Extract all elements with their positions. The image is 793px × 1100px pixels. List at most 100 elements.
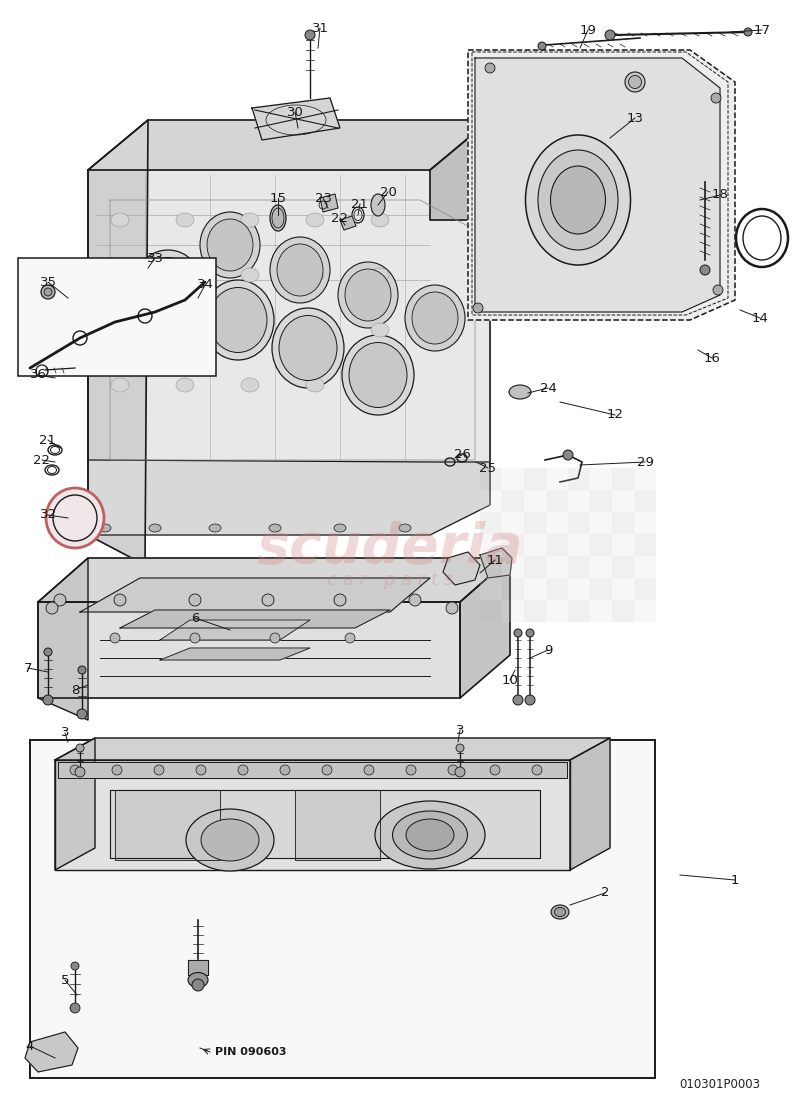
Circle shape [189, 594, 201, 606]
Ellipse shape [526, 135, 630, 265]
Bar [634, 490, 656, 512]
Ellipse shape [149, 524, 161, 532]
Ellipse shape [99, 524, 111, 532]
Bar [568, 468, 590, 490]
Ellipse shape [371, 323, 389, 337]
Ellipse shape [209, 287, 267, 352]
Circle shape [473, 302, 483, 313]
Ellipse shape [269, 524, 281, 532]
Circle shape [456, 744, 464, 752]
Polygon shape [88, 120, 490, 170]
Polygon shape [468, 50, 735, 320]
Bar [590, 468, 612, 490]
Ellipse shape [509, 385, 531, 399]
Circle shape [532, 764, 542, 776]
Ellipse shape [342, 336, 414, 415]
Circle shape [76, 744, 84, 752]
Ellipse shape [241, 268, 259, 282]
Circle shape [112, 764, 122, 776]
Ellipse shape [132, 250, 204, 330]
Text: 36: 36 [29, 368, 47, 382]
Polygon shape [25, 1032, 78, 1072]
Text: 13: 13 [626, 111, 643, 124]
Ellipse shape [306, 323, 324, 337]
Text: PIN 090603: PIN 090603 [215, 1047, 286, 1057]
Text: 22: 22 [331, 211, 348, 224]
Polygon shape [38, 558, 510, 602]
Bar [480, 556, 502, 578]
Ellipse shape [338, 262, 398, 328]
Bar [480, 600, 502, 621]
Text: 8: 8 [71, 683, 79, 696]
Ellipse shape [176, 323, 194, 337]
Text: 17: 17 [753, 23, 771, 36]
Polygon shape [480, 548, 512, 578]
Circle shape [305, 30, 315, 40]
Polygon shape [430, 120, 490, 220]
Bar [568, 512, 590, 534]
Text: 1: 1 [731, 873, 739, 887]
Text: 20: 20 [380, 186, 396, 198]
Ellipse shape [277, 244, 323, 296]
Text: 16: 16 [703, 352, 720, 364]
Bar [612, 468, 634, 490]
Ellipse shape [371, 378, 389, 392]
Ellipse shape [44, 288, 52, 296]
Bar [590, 490, 612, 512]
Ellipse shape [349, 342, 407, 407]
Text: 3: 3 [456, 724, 464, 737]
Text: 18: 18 [711, 188, 729, 201]
Circle shape [526, 629, 534, 637]
Circle shape [334, 594, 346, 606]
Bar [502, 600, 524, 621]
Ellipse shape [176, 378, 194, 392]
Circle shape [154, 764, 164, 776]
Polygon shape [110, 790, 540, 858]
Bar [502, 556, 524, 578]
Text: 10: 10 [501, 673, 519, 686]
Circle shape [485, 63, 495, 73]
Polygon shape [80, 578, 430, 612]
Ellipse shape [111, 213, 129, 227]
Circle shape [513, 695, 523, 705]
Bar [612, 490, 634, 512]
Polygon shape [55, 738, 610, 760]
Text: 23: 23 [315, 191, 331, 205]
Bar [634, 556, 656, 578]
Circle shape [605, 30, 615, 40]
Text: 010301P0003: 010301P0003 [679, 1078, 760, 1091]
Bar [568, 578, 590, 600]
Ellipse shape [207, 219, 253, 271]
Bar [524, 556, 546, 578]
Text: 33: 33 [147, 252, 163, 264]
Text: 31: 31 [312, 22, 328, 34]
Ellipse shape [371, 268, 389, 282]
Ellipse shape [393, 811, 468, 859]
Circle shape [280, 764, 290, 776]
Bar [634, 578, 656, 600]
Polygon shape [88, 120, 148, 565]
Bar [546, 512, 568, 534]
Circle shape [713, 285, 723, 295]
Polygon shape [55, 760, 570, 870]
Bar [480, 490, 502, 512]
Ellipse shape [41, 285, 55, 299]
Ellipse shape [625, 72, 645, 92]
Bar [634, 512, 656, 534]
Ellipse shape [241, 213, 259, 227]
Ellipse shape [200, 212, 260, 278]
Circle shape [270, 632, 280, 644]
Text: 24: 24 [539, 382, 557, 395]
Text: 6: 6 [191, 612, 199, 625]
Circle shape [43, 695, 53, 705]
Bar [502, 468, 524, 490]
Ellipse shape [375, 801, 485, 869]
Bar [502, 578, 524, 600]
Circle shape [192, 979, 204, 991]
Ellipse shape [345, 270, 391, 321]
Bar [546, 578, 568, 600]
Bar [590, 600, 612, 621]
Polygon shape [115, 790, 220, 860]
Bar [524, 512, 546, 534]
Bar [612, 600, 634, 621]
